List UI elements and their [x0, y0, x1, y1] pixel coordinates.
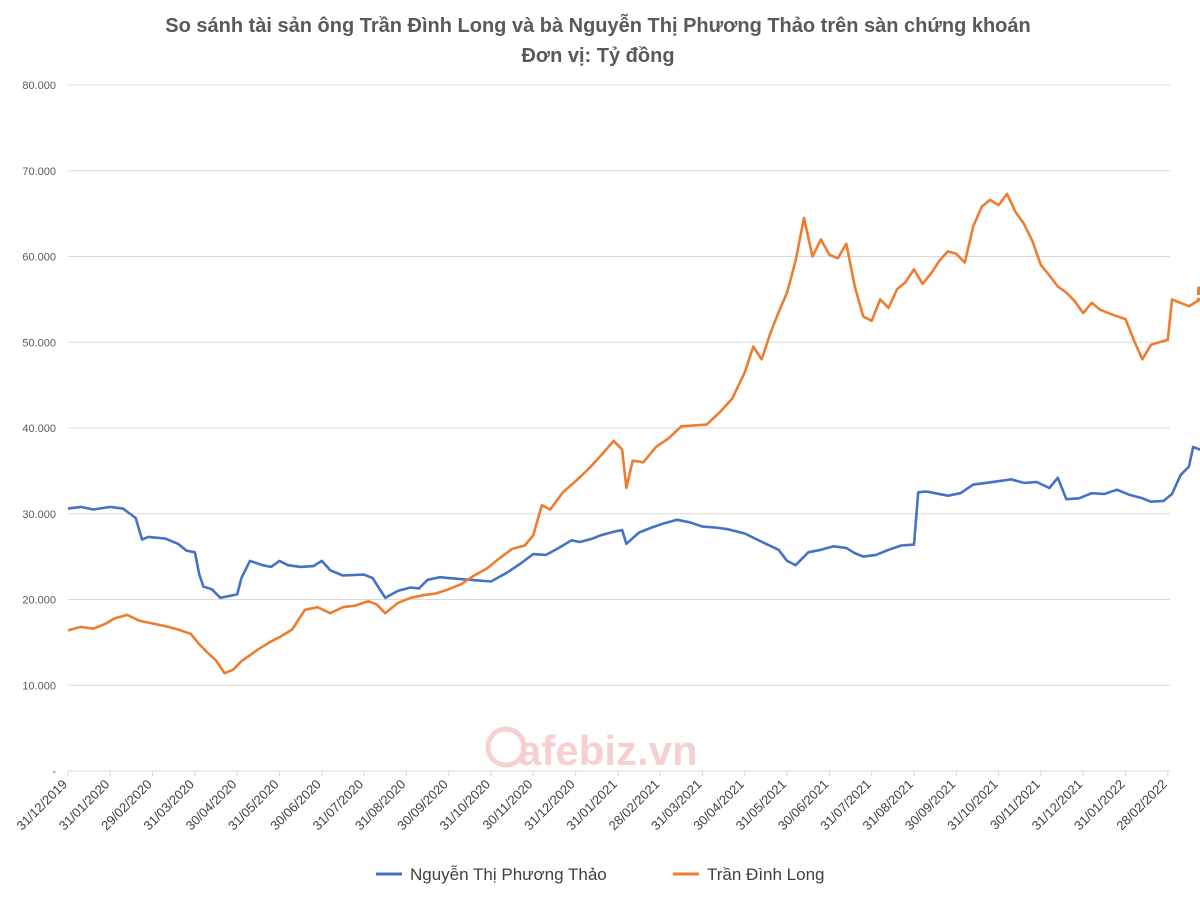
series-lines [67, 192, 1200, 675]
y-tick-label: - [52, 766, 56, 778]
y-tick-label: 60.000 [22, 252, 56, 264]
cafebiz-logo: afebiz.vn [485, 726, 698, 774]
gridlines [68, 84, 1170, 686]
end-value-label: 54.238 [1196, 282, 1200, 307]
y-tick-label: 20.000 [22, 595, 56, 607]
series-line-1 [67, 192, 1200, 675]
chart-subtitle: Đơn vị: Tỷ đồng [521, 45, 674, 67]
y-tick-label: 50.000 [22, 337, 56, 349]
y-tick-label: 30.000 [22, 509, 56, 521]
legend-label: Trần Đình Long [707, 865, 825, 884]
logo-c-mark [485, 726, 527, 768]
series-line-0 [67, 445, 1200, 600]
legend-label: Nguyễn Thị Phương Thảo [410, 865, 607, 884]
y-axis: - 10.000 20.000 30.000 40.000 50.000 60.000 70.… [22, 80, 56, 778]
y-tick-label: 80.000 [22, 80, 56, 92]
logo-text: afebiz.vn [518, 727, 698, 774]
y-tick-label: 40.000 [22, 423, 56, 435]
end-labels: 37.76854.238 [1196, 282, 1200, 307]
x-axis: 31/12/201931/01/202029/02/202031/03/2020… [13, 771, 1170, 833]
y-tick-label: 10.000 [22, 680, 56, 692]
legend: Nguyễn Thị Phương Thảo Trần Đình Long [376, 865, 825, 884]
chart-title: So sánh tài sản ông Trần Đình Long và bà… [165, 13, 1030, 37]
y-tick-label: 70.000 [22, 166, 56, 178]
